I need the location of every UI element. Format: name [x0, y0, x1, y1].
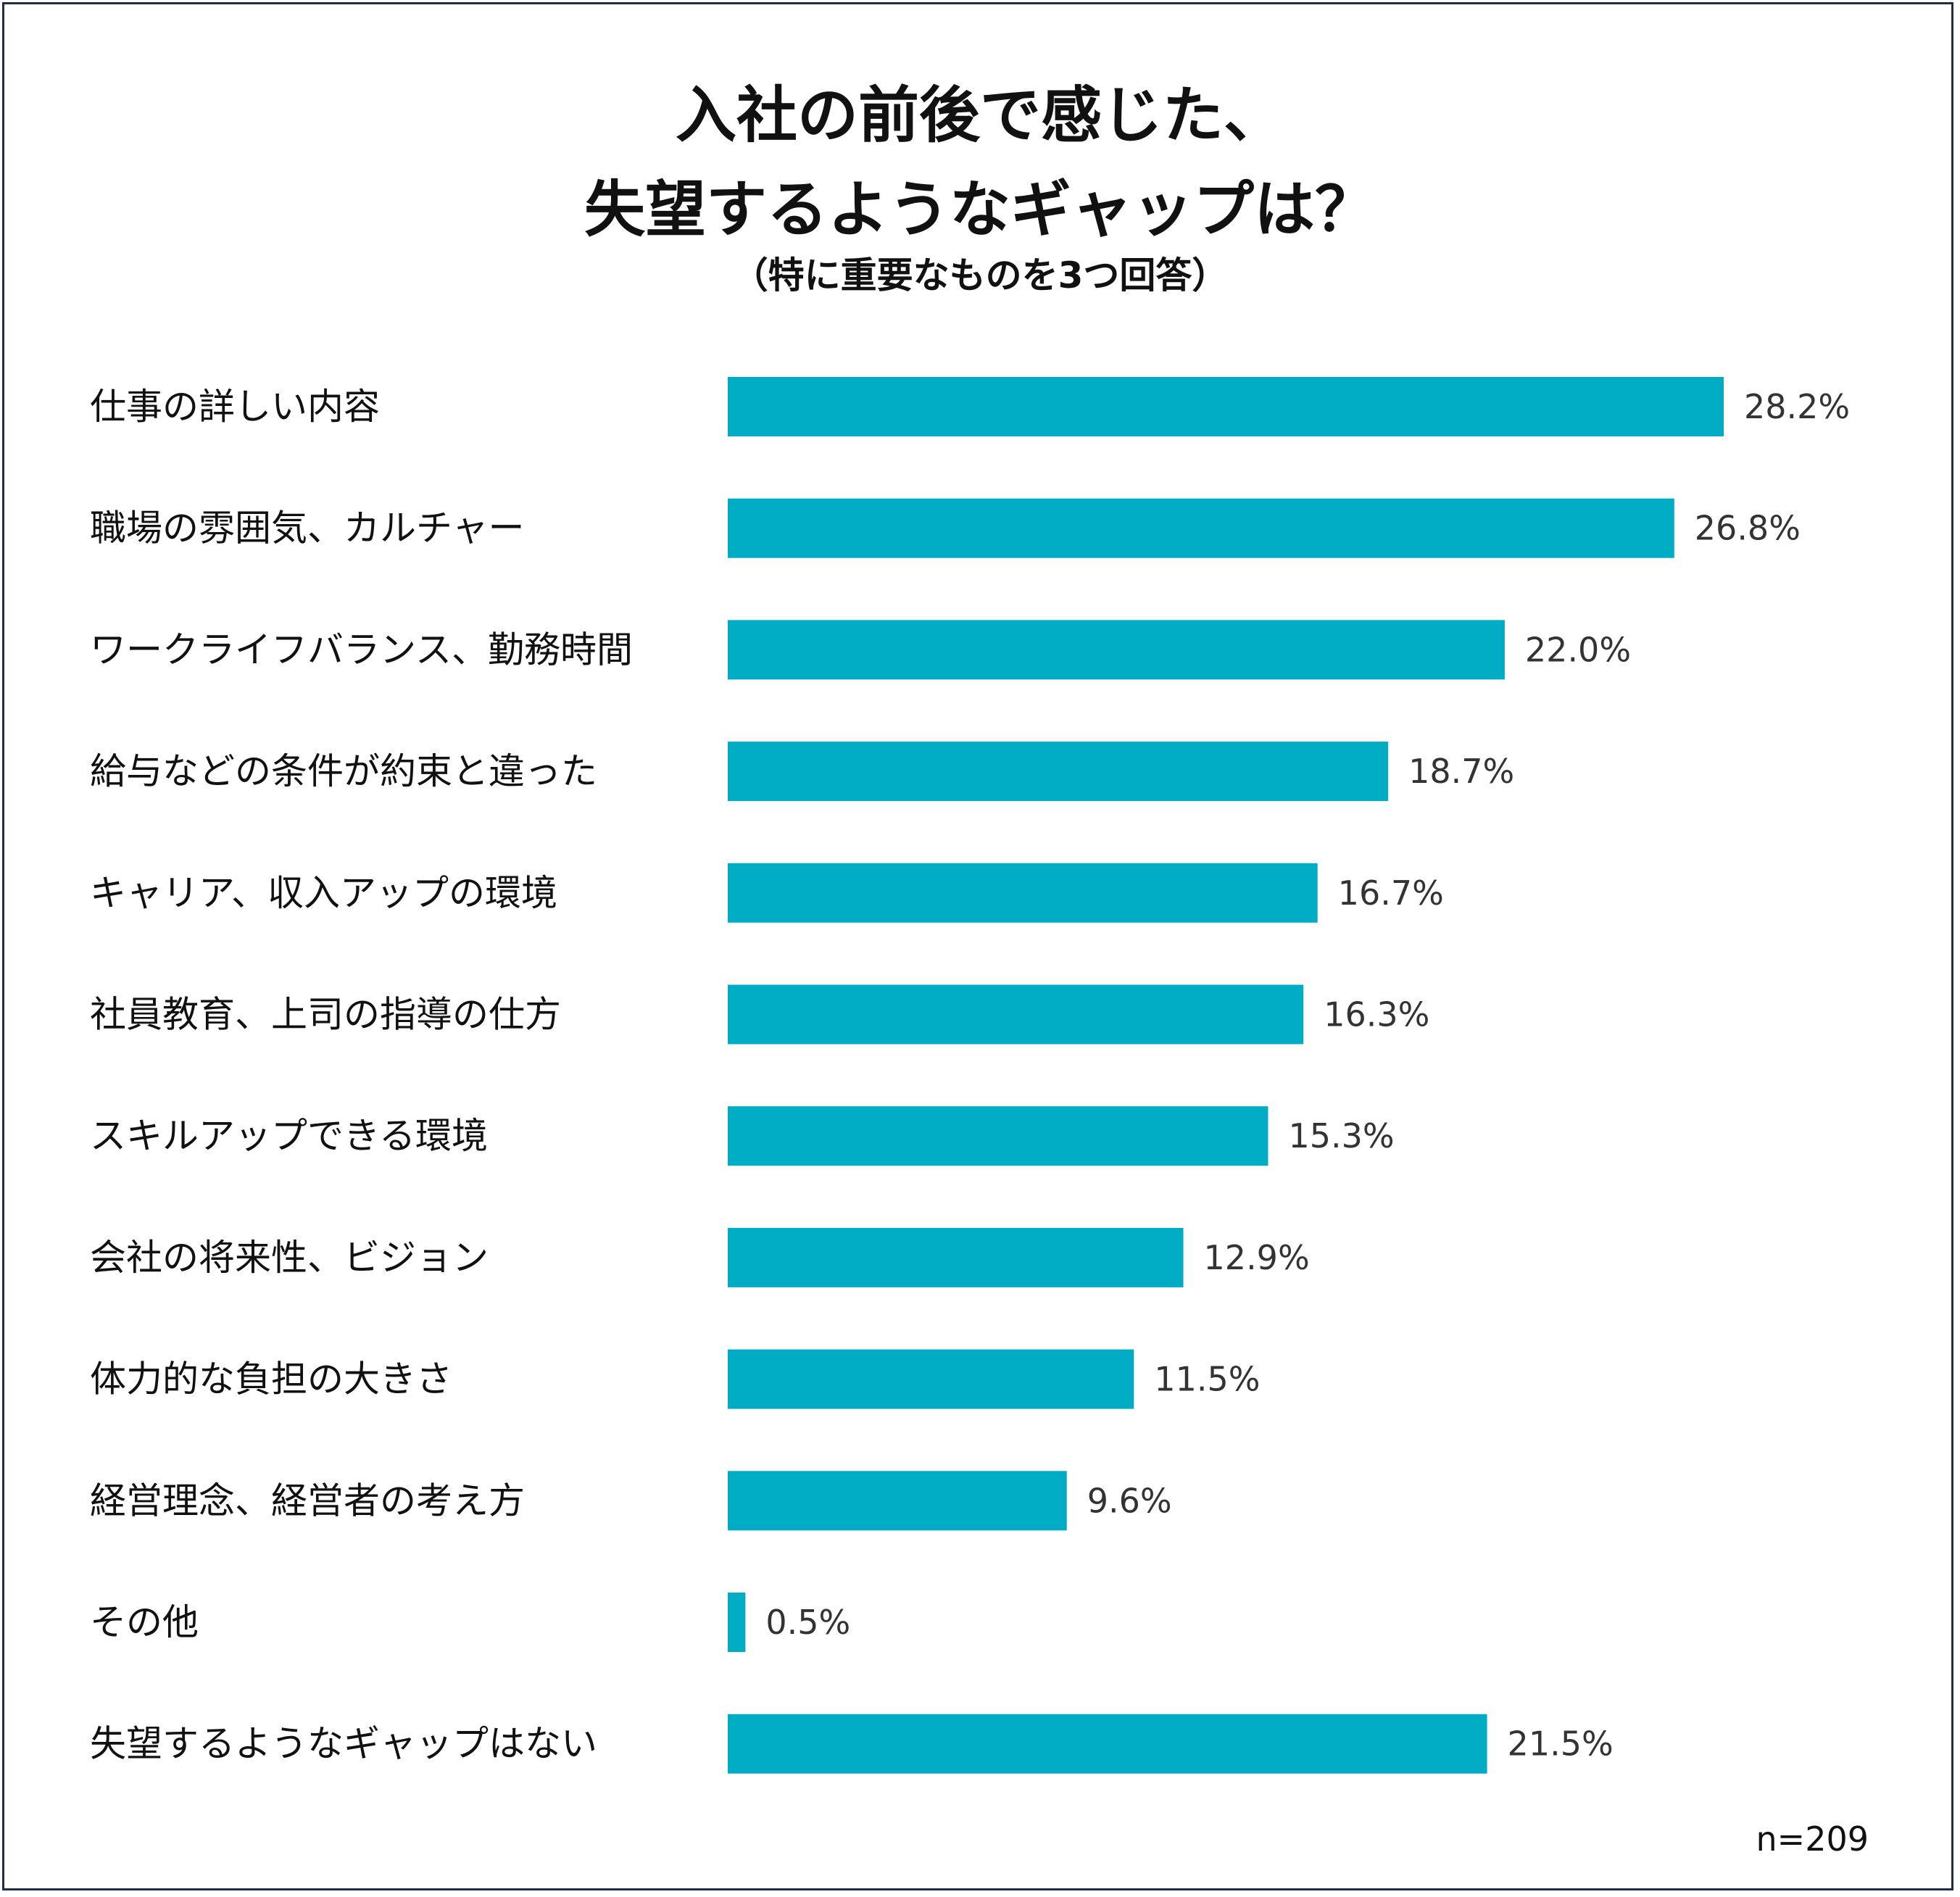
value-label: 28.2% [1744, 387, 1850, 426]
category-label: ワークライフバランス、勤務時間 [90, 628, 633, 671]
category-label: スキルアップできる環境 [90, 1115, 488, 1157]
chart-title-line2: 失望するようなギャップは？ [584, 174, 1376, 245]
value-label: 9.6% [1087, 1481, 1172, 1520]
category-label: 給与などの条件が約束と違った [90, 750, 597, 792]
bar [728, 1349, 1134, 1409]
bar [728, 1714, 1487, 1774]
category-label: 会社の将来性、ビジョン [90, 1237, 489, 1279]
value-label: 15.3% [1288, 1116, 1394, 1155]
value-label: 12.9% [1204, 1238, 1310, 1277]
bar [728, 498, 1674, 558]
value-label: 22.0% [1525, 630, 1631, 669]
bar [728, 984, 1304, 1045]
bar [728, 742, 1389, 802]
category-label: 体力的な負担の大きさ [90, 1358, 452, 1400]
value-label: 16.7% [1338, 873, 1444, 913]
category-label: 仕事の詳しい内容 [90, 386, 380, 428]
value-label: 18.7% [1408, 752, 1514, 791]
bar [728, 1471, 1067, 1531]
bar [728, 1106, 1268, 1166]
chart-title-line1: 入社の前後で感じた、 [675, 80, 1284, 151]
category-label: キャリア、収入アップの環境 [90, 872, 557, 914]
value-label: 16.3% [1324, 995, 1429, 1034]
value-label: 0.5% [765, 1603, 850, 1642]
category-label: 経営理念、経営者の考え方 [90, 1479, 525, 1522]
value-label: 26.8% [1695, 509, 1801, 548]
chart-subtitle: （特に重要なものを3つ回答） [731, 254, 1229, 296]
bar [728, 863, 1318, 923]
bar [728, 377, 1724, 436]
value-label: 21.5% [1508, 1724, 1614, 1764]
category-label: 失望するようなギャップはない [90, 1723, 597, 1765]
bar [728, 1227, 1184, 1287]
category-label: 社員教育、上司の指導の仕方 [90, 994, 561, 1036]
bar [728, 1593, 746, 1652]
bar [728, 620, 1505, 680]
category-label: その他 [90, 1601, 199, 1643]
sample-size-note: n=209 [1756, 1819, 1869, 1859]
value-label: 11.5% [1154, 1360, 1260, 1399]
category-label: 職場の雰囲気、カルチャー [90, 507, 525, 549]
